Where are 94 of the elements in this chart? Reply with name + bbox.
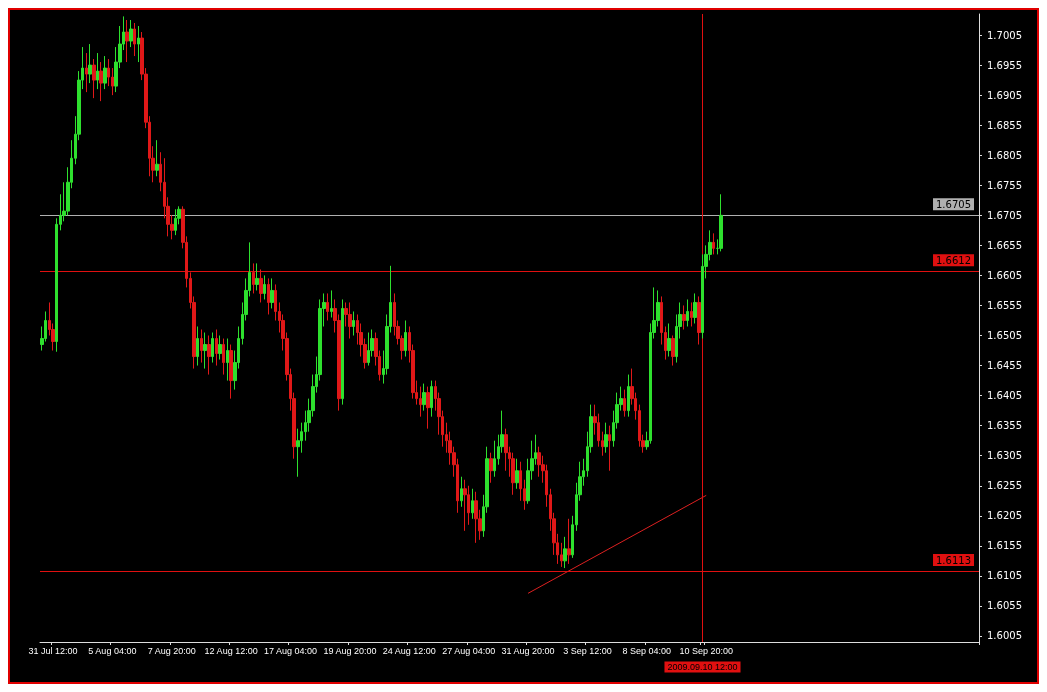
- candlestick: [430, 380, 433, 418]
- y-tick-label: 1.6255: [987, 480, 1022, 492]
- y-tick-label: 1.6005: [987, 630, 1022, 642]
- candlestick: [422, 383, 426, 412]
- candlestick: [489, 452, 493, 484]
- candlestick: [471, 488, 474, 520]
- candlestick: [99, 61, 103, 102]
- candlestick: [207, 335, 211, 376]
- y-tick-label: 1.6905: [987, 89, 1022, 101]
- candlestick: [96, 52, 99, 90]
- y-tick-label: 1.6555: [987, 299, 1022, 311]
- candlestick: [463, 479, 467, 532]
- y-tick-label: 1.6455: [987, 360, 1022, 372]
- y-tick-label: 1.6655: [987, 239, 1022, 251]
- candlestick: [137, 25, 140, 63]
- x-tick-label: 5 Aug 04:00: [88, 645, 137, 656]
- x-tick-label: 27 Aug 04:00: [442, 645, 496, 656]
- y-tick-label: 1.6105: [987, 570, 1022, 582]
- candlestick: [218, 335, 222, 361]
- candlestick: [693, 292, 697, 324]
- x-tick-label: 17 Aug 04:00: [263, 645, 318, 656]
- y-tick-label: 1.6355: [987, 420, 1022, 432]
- candlestick: [263, 274, 266, 300]
- candlestick: [255, 262, 259, 291]
- candlestick: [229, 344, 233, 400]
- candlestick: [474, 491, 478, 544]
- candlestick: [719, 193, 723, 252]
- y-tick-label: 1.6605: [987, 269, 1022, 281]
- candlestick: [267, 277, 270, 315]
- x-tick-label: 10 Sep 20:00: [679, 645, 733, 656]
- candlestick: [426, 386, 430, 430]
- ref-line-label: 1.6113: [936, 554, 971, 566]
- x-tick-label: 31 Jul 12:00: [28, 645, 78, 656]
- y-tick-label: 1.6805: [987, 149, 1022, 161]
- candlestick: [460, 476, 463, 508]
- candlestick: [627, 374, 630, 418]
- y-tick-label: 1.6705: [987, 209, 1022, 221]
- candlestick: [203, 332, 207, 370]
- y-tick-label: 1.6055: [987, 600, 1022, 612]
- candlestick: [608, 425, 611, 472]
- candlestick: [103, 55, 107, 90]
- candlestick: [215, 329, 218, 367]
- x-tick-label: 7 Aug 20:00: [147, 645, 196, 656]
- x-tick-label: 12 Aug 12:00: [204, 645, 258, 656]
- x-tick-label: 31 Aug 20:00: [501, 645, 555, 656]
- y-tick-label: 1.6155: [987, 540, 1022, 552]
- candlestick: [125, 19, 129, 63]
- candlestick: [623, 389, 626, 418]
- candlestick: [567, 518, 571, 565]
- candlestick: [682, 304, 686, 330]
- candlestick: [92, 58, 96, 99]
- y-tick-label: 1.6955: [987, 59, 1022, 71]
- candlestick: [155, 139, 159, 177]
- x-tick-label: 3 Sep 12:00: [563, 645, 612, 656]
- x-tick-label: 2009.09.10 12:00: [667, 662, 738, 672]
- candlestick: [222, 338, 225, 376]
- candlestick: [85, 52, 88, 93]
- y-tick-label: 1.6205: [987, 510, 1022, 522]
- candlestick: [352, 310, 355, 337]
- candlestick: [367, 332, 370, 367]
- candlestick: [196, 326, 199, 367]
- candlestick: [226, 338, 229, 382]
- candlestick: [200, 329, 203, 364]
- candlestick: [671, 335, 675, 367]
- y-tick-label: 1.6305: [987, 450, 1022, 462]
- y-tick-label: 1.7005: [987, 29, 1022, 41]
- x-tick-label: 19 Aug 20:00: [323, 645, 377, 656]
- ref-line-label: 1.6612: [936, 254, 971, 266]
- candlestick: [563, 536, 567, 569]
- y-tick-label: 1.6755: [987, 179, 1022, 191]
- candlestick: [712, 232, 715, 255]
- candlestick: [211, 332, 214, 364]
- candlestick: [174, 208, 177, 236]
- y-tick-label: 1.6505: [987, 330, 1022, 342]
- x-tick-label: 24 Aug 12:00: [382, 645, 436, 656]
- y-tick-label: 1.6855: [987, 119, 1022, 131]
- candlestick: [129, 19, 133, 48]
- candlestick: [270, 277, 274, 309]
- candlestick: [667, 322, 671, 358]
- candlestick: [326, 292, 329, 321]
- candlestick: [341, 298, 344, 406]
- candlestick: [404, 319, 407, 358]
- ref-line-label: 1.6705: [936, 198, 971, 210]
- candlestick: [348, 301, 352, 340]
- candlestick: [330, 289, 333, 318]
- x-tick-label: 8 Sep 04:00: [622, 645, 672, 656]
- candlestick: [133, 22, 136, 57]
- candlestick: [686, 298, 689, 327]
- candlestick: [88, 43, 92, 84]
- candlestick: [515, 458, 519, 490]
- candlestick: [690, 301, 693, 327]
- y-tick-label: 1.6405: [987, 390, 1022, 402]
- candlestick: [604, 422, 608, 454]
- candlestick: [697, 295, 701, 346]
